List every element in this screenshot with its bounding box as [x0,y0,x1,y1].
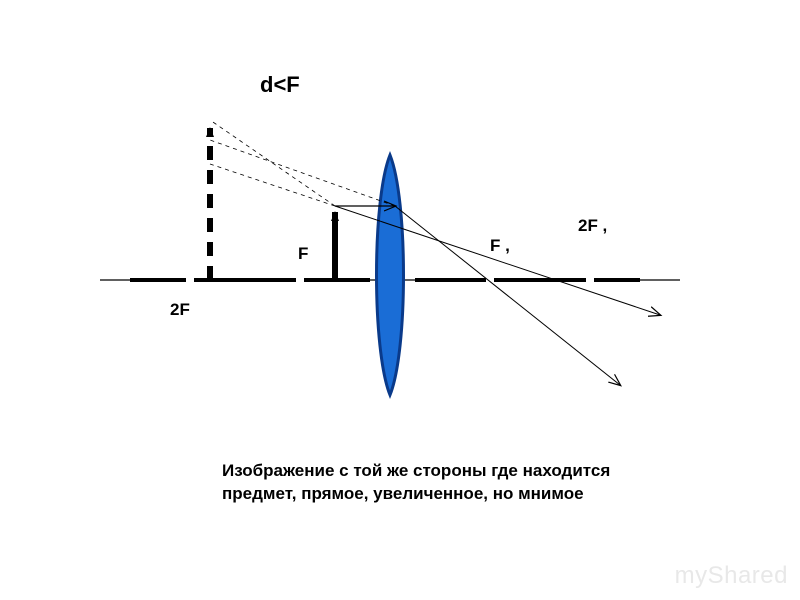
ray-parallel-back [210,120,335,206]
tick-2F-left [186,276,194,284]
ray-extra-back [210,140,395,206]
diagram-caption: Изображение с той же стороны где находит… [222,460,682,506]
watermark: myShared [675,562,788,590]
optics-diagram [0,0,800,600]
tick-F-left [296,276,304,284]
label-F-prime: F , [490,236,510,256]
tick-F-right [486,276,494,284]
label-F: F [298,244,308,264]
tick-2F-right [586,276,594,284]
lens [377,155,404,395]
ray-center-back [210,164,335,206]
label-2F-right: 2F , [578,216,607,236]
diagram-title: d<F [260,72,300,98]
label-2F-left: 2F [170,300,190,320]
